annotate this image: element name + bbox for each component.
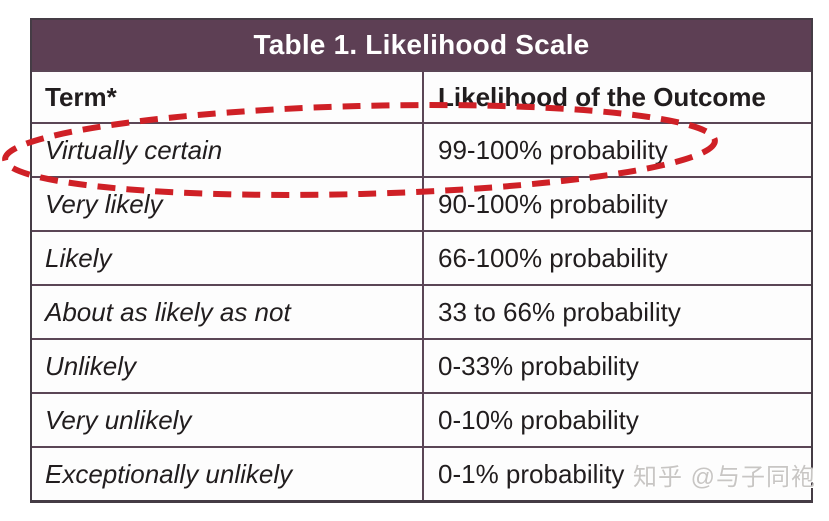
term-cell: Unlikely <box>45 350 137 381</box>
table-row: About as likely as not 33 to 66% probabi… <box>32 284 811 338</box>
term-cell: About as likely as not <box>45 296 291 327</box>
term-cell: Very unlikely <box>45 404 192 435</box>
table-title: Table 1. Likelihood Scale <box>32 20 811 70</box>
table-row: Exceptionally unlikely 0-1% probability <box>32 446 811 500</box>
likelihood-cell: 90-100% probability <box>422 178 811 230</box>
table-row: Virtually certain 99-100% probability <box>32 122 811 176</box>
term-cell: Exceptionally unlikely <box>45 458 293 489</box>
likelihood-table: Table 1. Likelihood Scale Term* Likeliho… <box>30 18 813 503</box>
term-cell: Likely <box>45 242 112 273</box>
table-row: Very likely 90-100% probability <box>32 176 811 230</box>
table-row: Likely 66-100% probability <box>32 230 811 284</box>
likelihood-cell: 99-100% probability <box>422 124 811 176</box>
table-row: Very unlikely 0-10% probability <box>32 392 811 446</box>
column-header-likelihood: Likelihood of the Outcome <box>422 72 811 122</box>
likelihood-cell: 33 to 66% probability <box>422 286 811 338</box>
watermark: 知乎 @与子同袍 <box>633 464 817 491</box>
table-header-row: Term* Likelihood of the Outcome <box>32 70 811 122</box>
term-cell: Very likely <box>45 188 163 219</box>
term-cell: Virtually certain <box>45 134 223 165</box>
likelihood-cell: 66-100% probability <box>422 232 811 284</box>
column-header-term: Term* <box>45 81 117 112</box>
table-row: Unlikely 0-33% probability <box>32 338 811 392</box>
likelihood-cell: 0-10% probability <box>422 394 811 446</box>
likelihood-cell: 0-33% probability <box>422 340 811 392</box>
likelihood-cell: 0-1% probability <box>422 448 811 500</box>
